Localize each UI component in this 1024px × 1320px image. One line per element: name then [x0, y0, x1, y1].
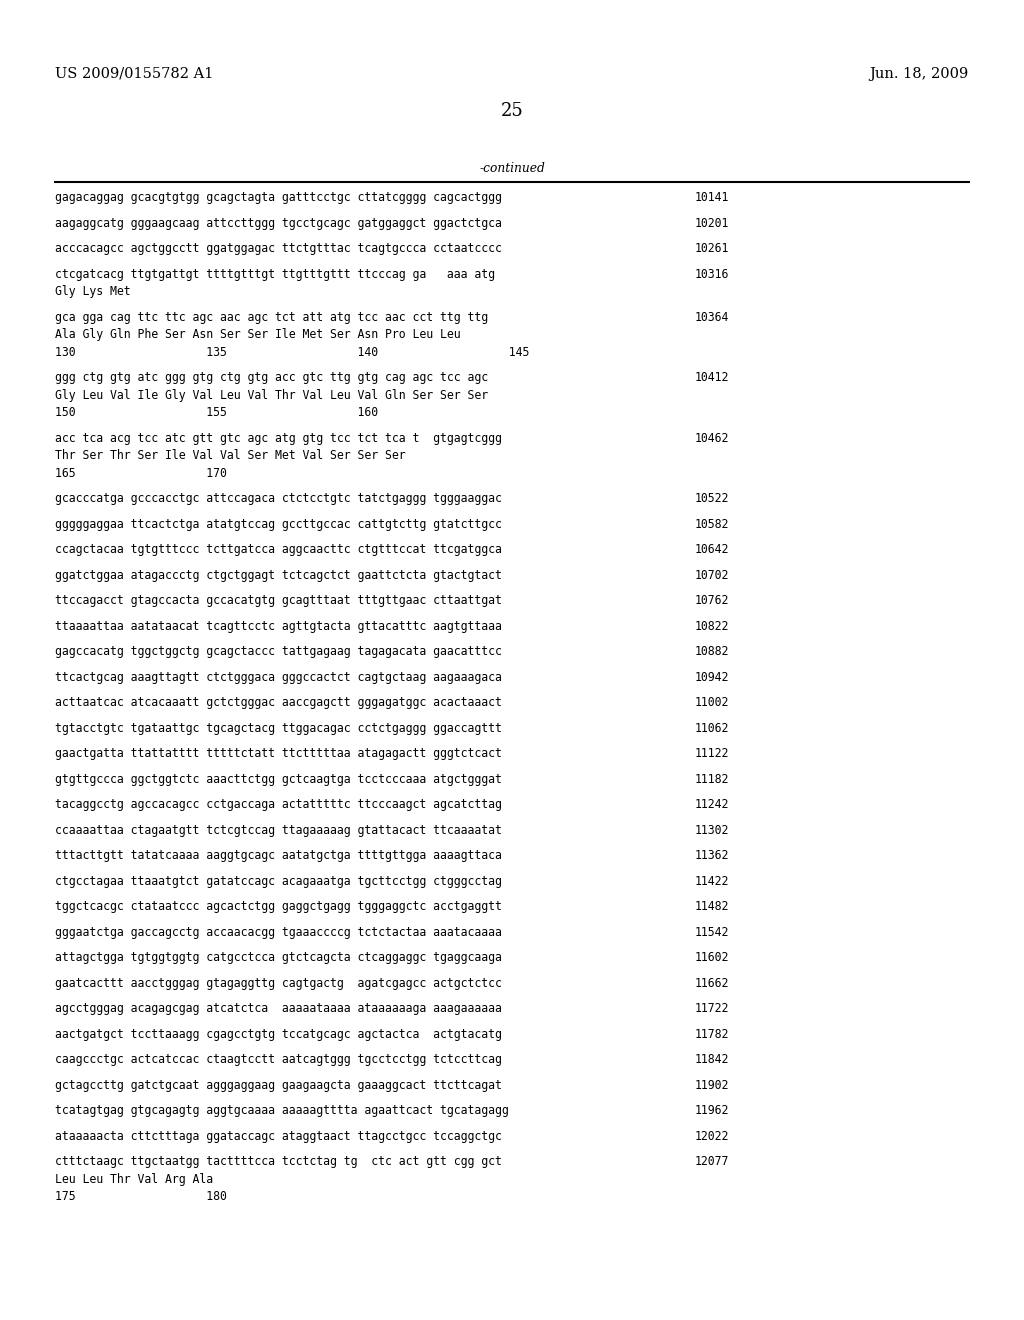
Text: caagccctgc actcatccac ctaagtcctt aatcagtggg tgcctcctgg tctccttcag: caagccctgc actcatccac ctaagtcctt aatcagt…: [55, 1053, 502, 1067]
Text: 11482: 11482: [695, 900, 729, 913]
Text: 10822: 10822: [695, 620, 729, 632]
Text: gctagccttg gatctgcaat agggaggaag gaagaagcta gaaaggcact ttcttcagat: gctagccttg gatctgcaat agggaggaag gaagaag…: [55, 1078, 502, 1092]
Text: 11122: 11122: [695, 747, 729, 760]
Text: 10141: 10141: [695, 191, 729, 205]
Text: US 2009/0155782 A1: US 2009/0155782 A1: [55, 67, 213, 81]
Text: ccagctacaa tgtgtttccc tcttgatcca aggcaacttc ctgtttccat ttcgatggca: ccagctacaa tgtgtttccc tcttgatcca aggcaac…: [55, 544, 502, 557]
Text: Gly Lys Met: Gly Lys Met: [55, 285, 131, 298]
Text: gagccacatg tggctggctg gcagctaccc tattgagaag tagagacata gaacatttcc: gagccacatg tggctggctg gcagctaccc tattgag…: [55, 645, 502, 659]
Text: ggg ctg gtg atc ggg gtg ctg gtg acc gtc ttg gtg cag agc tcc agc: ggg ctg gtg atc ggg gtg ctg gtg acc gtc …: [55, 371, 488, 384]
Text: 11902: 11902: [695, 1078, 729, 1092]
Text: Gly Leu Val Ile Gly Val Leu Val Thr Val Leu Val Gln Ser Ser Ser: Gly Leu Val Ile Gly Val Leu Val Thr Val …: [55, 389, 488, 401]
Text: Ala Gly Gln Phe Ser Asn Ser Ser Ile Met Ser Asn Pro Leu Leu: Ala Gly Gln Phe Ser Asn Ser Ser Ile Met …: [55, 329, 461, 342]
Text: 175                   180: 175 180: [55, 1191, 227, 1204]
Text: 10942: 10942: [695, 671, 729, 684]
Text: ctttctaagc ttgctaatgg tacttttcca tcctctag tg  ctc act gtt cgg gct: ctttctaagc ttgctaatgg tacttttcca tcctcta…: [55, 1155, 502, 1168]
Text: ggatctggaa atagaccctg ctgctggagt tctcagctct gaattctcta gtactgtact: ggatctggaa atagaccctg ctgctggagt tctcagc…: [55, 569, 502, 582]
Text: 11722: 11722: [695, 1002, 729, 1015]
Text: tcatagtgag gtgcagagtg aggtgcaaaa aaaaagtttta agaattcact tgcatagagg: tcatagtgag gtgcagagtg aggtgcaaaa aaaaagt…: [55, 1105, 509, 1118]
Text: 11302: 11302: [695, 824, 729, 837]
Text: 11962: 11962: [695, 1105, 729, 1118]
Text: gggaatctga gaccagcctg accaacacgg tgaaaccccg tctctactaa aaatacaaaa: gggaatctga gaccagcctg accaacacgg tgaaacc…: [55, 925, 502, 939]
Text: ttcactgcag aaagttagtt ctctgggaca gggccactct cagtgctaag aagaaagaca: ttcactgcag aaagttagtt ctctgggaca gggccac…: [55, 671, 502, 684]
Text: 11842: 11842: [695, 1053, 729, 1067]
Text: attagctgga tgtggtggtg catgcctcca gtctcagcta ctcaggaggc tgaggcaaga: attagctgga tgtggtggtg catgcctcca gtctcag…: [55, 952, 502, 965]
Text: ctcgatcacg ttgtgattgt ttttgtttgt ttgtttgttt ttcccag ga   aaa atg: ctcgatcacg ttgtgattgt ttttgtttgt ttgtttg…: [55, 268, 495, 281]
Text: gagacaggag gcacgtgtgg gcagctagta gatttcctgc cttatcgggg cagcactggg: gagacaggag gcacgtgtgg gcagctagta gatttcc…: [55, 191, 502, 205]
Text: gtgttgccca ggctggtctc aaacttctgg gctcaagtga tcctcccaaa atgctgggat: gtgttgccca ggctggtctc aaacttctgg gctcaag…: [55, 774, 502, 785]
Text: 11242: 11242: [695, 799, 729, 812]
Text: 10522: 10522: [695, 492, 729, 506]
Text: 10412: 10412: [695, 371, 729, 384]
Text: 150                   155                   160: 150 155 160: [55, 407, 378, 420]
Text: ataaaaacta cttctttaga ggataccagc ataggtaact ttagcctgcc tccaggctgc: ataaaaacta cttctttaga ggataccagc ataggta…: [55, 1130, 502, 1143]
Text: gaatcacttt aacctgggag gtagaggttg cagtgactg  agatcgagcc actgctctcc: gaatcacttt aacctgggag gtagaggttg cagtgac…: [55, 977, 502, 990]
Text: 10201: 10201: [695, 216, 729, 230]
Text: ttccagacct gtagccacta gccacatgtg gcagtttaat tttgttgaac cttaattgat: ttccagacct gtagccacta gccacatgtg gcagttt…: [55, 594, 502, 607]
Text: Leu Leu Thr Val Arg Ala: Leu Leu Thr Val Arg Ala: [55, 1173, 213, 1185]
Text: 10702: 10702: [695, 569, 729, 582]
Text: 11782: 11782: [695, 1028, 729, 1041]
Text: 25: 25: [501, 102, 523, 120]
Text: 11362: 11362: [695, 849, 729, 862]
Text: aagaggcatg gggaagcaag attccttggg tgcctgcagc gatggaggct ggactctgca: aagaggcatg gggaagcaag attccttggg tgcctgc…: [55, 216, 502, 230]
Text: 11182: 11182: [695, 774, 729, 785]
Text: 11602: 11602: [695, 952, 729, 965]
Text: 11002: 11002: [695, 697, 729, 709]
Text: gca gga cag ttc ttc agc aac agc tct att atg tcc aac cct ttg ttg: gca gga cag ttc ttc agc aac agc tct att …: [55, 312, 488, 323]
Text: tttacttgtt tatatcaaaa aaggtgcagc aatatgctga ttttgttgga aaaagttaca: tttacttgtt tatatcaaaa aaggtgcagc aatatgc…: [55, 849, 502, 862]
Text: acttaatcac atcacaaatt gctctgggac aaccgagctt gggagatggc acactaaact: acttaatcac atcacaaatt gctctgggac aaccgag…: [55, 697, 502, 709]
Text: ctgcctagaa ttaaatgtct gatatccagc acagaaatga tgcttcctgg ctgggcctag: ctgcctagaa ttaaatgtct gatatccagc acagaaa…: [55, 875, 502, 888]
Text: 165                   170: 165 170: [55, 467, 227, 480]
Text: ccaaaattaa ctagaatgtt tctcgtccag ttagaaaaag gtattacact ttcaaaatat: ccaaaattaa ctagaatgtt tctcgtccag ttagaaa…: [55, 824, 502, 837]
Text: ttaaaattaa aatataacat tcagttcctc agttgtacta gttacatttc aagtgttaaa: ttaaaattaa aatataacat tcagttcctc agttgta…: [55, 620, 502, 632]
Text: 10582: 10582: [695, 517, 729, 531]
Text: acc tca acg tcc atc gtt gtc agc atg gtg tcc tct tca t  gtgagtcggg: acc tca acg tcc atc gtt gtc agc atg gtg …: [55, 432, 502, 445]
Text: 130                   135                   140                   145: 130 135 140 145: [55, 346, 529, 359]
Text: Thr Ser Thr Ser Ile Val Val Ser Met Val Ser Ser Ser: Thr Ser Thr Ser Ile Val Val Ser Met Val …: [55, 449, 406, 462]
Text: -continued: -continued: [479, 162, 545, 176]
Text: 10882: 10882: [695, 645, 729, 659]
Text: gaactgatta ttattatttt tttttctatt ttctttttaa atagagactt gggtctcact: gaactgatta ttattatttt tttttctatt ttctttt…: [55, 747, 502, 760]
Text: 10762: 10762: [695, 594, 729, 607]
Text: 11542: 11542: [695, 925, 729, 939]
Text: 12077: 12077: [695, 1155, 729, 1168]
Text: 10642: 10642: [695, 544, 729, 557]
Text: 10364: 10364: [695, 312, 729, 323]
Text: aactgatgct tccttaaagg cgagcctgtg tccatgcagc agctactca  actgtacatg: aactgatgct tccttaaagg cgagcctgtg tccatgc…: [55, 1028, 502, 1041]
Text: 10261: 10261: [695, 243, 729, 255]
Text: 11662: 11662: [695, 977, 729, 990]
Text: 12022: 12022: [695, 1130, 729, 1143]
Text: 11422: 11422: [695, 875, 729, 888]
Text: 11062: 11062: [695, 722, 729, 735]
Text: gcacccatga gcccacctgc attccagaca ctctcctgtc tatctgaggg tgggaaggac: gcacccatga gcccacctgc attccagaca ctctcct…: [55, 492, 502, 506]
Text: 10462: 10462: [695, 432, 729, 445]
Text: acccacagcc agctggcctt ggatggagac ttctgtttac tcagtgccca cctaatcccc: acccacagcc agctggcctt ggatggagac ttctgtt…: [55, 243, 502, 255]
Text: agcctgggag acagagcgag atcatctca  aaaaataaaa ataaaaaaga aaagaaaaaa: agcctgggag acagagcgag atcatctca aaaaataa…: [55, 1002, 502, 1015]
Text: gggggaggaa ttcactctga atatgtccag gccttgccac cattgtcttg gtatcttgcc: gggggaggaa ttcactctga atatgtccag gccttgc…: [55, 517, 502, 531]
Text: Jun. 18, 2009: Jun. 18, 2009: [869, 67, 969, 81]
Text: 10316: 10316: [695, 268, 729, 281]
Text: tacaggcctg agccacagcc cctgaccaga actatttttc ttcccaagct agcatcttag: tacaggcctg agccacagcc cctgaccaga actattt…: [55, 799, 502, 812]
Text: tgtacctgtc tgataattgc tgcagctacg ttggacagac cctctgaggg ggaccagttt: tgtacctgtc tgataattgc tgcagctacg ttggaca…: [55, 722, 502, 735]
Text: tggctcacgc ctataatccc agcactctgg gaggctgagg tgggaggctc acctgaggtt: tggctcacgc ctataatccc agcactctgg gaggctg…: [55, 900, 502, 913]
